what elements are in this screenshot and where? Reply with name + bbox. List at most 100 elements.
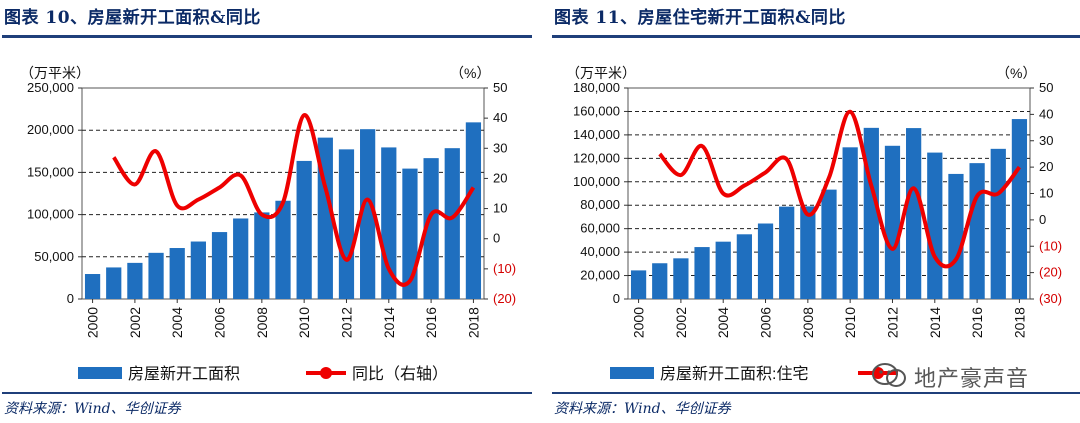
bar xyxy=(423,158,439,299)
right-tick-label: 50 xyxy=(493,80,507,95)
legend-bar-label: 房屋新开工面积 xyxy=(128,365,240,383)
x-tick-label: 2006 xyxy=(212,307,228,338)
yoy-line xyxy=(658,109,1022,269)
x-tick-label: 2012 xyxy=(338,307,354,338)
chart-svg: 0 20,000 40,000 60,000 80,000 100,000 120,000 1… xyxy=(566,65,1062,383)
left-tick-label: 60,000 xyxy=(580,221,620,236)
chart-panel-left: 图表 10、房屋新开工面积&同比 0 50,000 100,000 150,000 20… xyxy=(2,0,532,423)
x-tick-label: 2014 xyxy=(381,307,397,338)
left-tick-label: 40,000 xyxy=(580,244,620,259)
right-tick-label: 40 xyxy=(1039,106,1053,121)
bar xyxy=(148,252,164,299)
x-tick-label: 2006 xyxy=(758,307,774,338)
left-tick-label: 150,000 xyxy=(27,164,74,179)
right-tick-label: 40 xyxy=(493,110,507,125)
right-tick-label: 30 xyxy=(493,140,507,155)
x-tick-label: 2010 xyxy=(842,307,858,338)
right-tick-label: 10 xyxy=(1039,186,1053,201)
right-axis-unit: （%） xyxy=(996,65,1036,81)
x-tick-label: 2000 xyxy=(631,307,647,338)
wechat-icon xyxy=(872,363,906,387)
watermark-text: 地产豪声音 xyxy=(914,367,1030,392)
x-tick-label: 2002 xyxy=(127,307,143,338)
right-tick-label: (10) xyxy=(493,261,516,276)
x-tick-label: 2002 xyxy=(673,307,689,338)
x-tick-label: 2000 xyxy=(85,307,101,338)
right-tick-label: (30) xyxy=(1039,291,1062,306)
x-tick-label: 2014 xyxy=(927,307,943,338)
bar xyxy=(694,247,710,299)
x-tick-label: 2012 xyxy=(884,307,900,338)
x-tick-label: 2018 xyxy=(465,307,481,338)
left-tick-label: 100,000 xyxy=(27,207,74,222)
bar xyxy=(275,200,291,299)
bar xyxy=(863,127,879,299)
right-tick-label: 0 xyxy=(493,231,500,246)
title-rule xyxy=(2,35,532,38)
right-tick-label: 30 xyxy=(1039,133,1053,148)
bar xyxy=(673,258,689,299)
bar xyxy=(779,206,795,299)
bar xyxy=(233,218,249,299)
x-tick-label: 2008 xyxy=(800,307,816,338)
bar xyxy=(127,262,143,299)
left-tick-label: 200,000 xyxy=(27,122,74,137)
bar xyxy=(842,147,858,299)
chart-panel-right: 图表 11、房屋住宅新开工面积&同比 0 20,000 40,000 60,000 80… xyxy=(552,0,1080,423)
bar xyxy=(360,129,376,299)
bar xyxy=(990,148,1006,299)
bar xyxy=(211,232,228,299)
chart-title: 图表 11、房屋住宅新开工面积&同比 xyxy=(554,8,846,28)
source-note: 资料来源：Wind、华创证券 xyxy=(4,401,181,417)
bar xyxy=(465,122,482,299)
x-tick-label: 2016 xyxy=(969,307,985,338)
watermark: 地产豪声音 xyxy=(870,360,1070,392)
bar xyxy=(906,128,922,299)
left-tick-label: 0 xyxy=(67,291,74,306)
right-axis-unit: （%） xyxy=(450,65,490,81)
x-tick-label: 2010 xyxy=(296,307,312,338)
chart-title: 图表 10、房屋新开工面积&同比 xyxy=(4,8,261,28)
bar xyxy=(1011,119,1028,299)
right-tick-label: 20 xyxy=(493,170,507,185)
left-tick-label: 0 xyxy=(613,291,620,306)
title-rule xyxy=(552,35,1080,38)
left-tick-label: 250,000 xyxy=(27,80,74,95)
bar xyxy=(630,270,647,299)
bar xyxy=(296,160,312,299)
x-tick-label: 2016 xyxy=(423,307,439,338)
right-tick-label: (20) xyxy=(493,291,516,306)
yoy-line xyxy=(112,113,476,287)
legend-line-label: 同比（右轴） xyxy=(352,365,448,383)
left-tick-label: 20,000 xyxy=(580,268,620,283)
legend-bar-swatch xyxy=(610,367,654,379)
right-tick-label: 50 xyxy=(1039,80,1053,95)
bar xyxy=(190,241,206,299)
bar xyxy=(821,189,837,299)
bar xyxy=(444,148,460,299)
x-tick-label: 2018 xyxy=(1011,307,1027,338)
bar xyxy=(948,173,964,299)
source-rule xyxy=(2,392,532,394)
left-tick-label: 160,000 xyxy=(573,103,620,118)
chart-svg: 0 50,000 100,000 150,000 200,000 250,000 (20) (… xyxy=(20,65,516,383)
x-tick-label: 2004 xyxy=(715,307,731,338)
source-note: 资料来源：Wind、华创证券 xyxy=(554,401,731,417)
bar xyxy=(338,149,355,299)
bar xyxy=(800,206,816,299)
right-tick-label: (10) xyxy=(1039,238,1062,253)
left-axis-unit: （万平米） xyxy=(20,65,90,81)
right-tick-label: 20 xyxy=(1039,159,1053,174)
bar xyxy=(884,145,901,299)
left-tick-label: 50,000 xyxy=(34,249,74,264)
source-rule xyxy=(552,392,1080,394)
bar xyxy=(715,241,731,299)
bar xyxy=(84,274,101,299)
right-tick-label: 0 xyxy=(1039,212,1046,227)
legend-bar-label: 房屋新开工面积:住宅 xyxy=(660,365,808,383)
left-tick-label: 120,000 xyxy=(573,150,620,165)
left-tick-label: 140,000 xyxy=(573,127,620,142)
left-tick-label: 100,000 xyxy=(573,174,620,189)
bar xyxy=(169,248,185,299)
bar xyxy=(927,152,943,299)
